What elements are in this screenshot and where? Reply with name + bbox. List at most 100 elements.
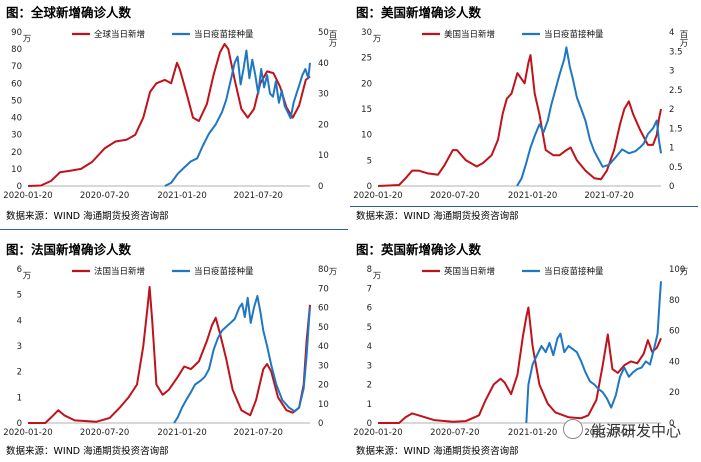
y-right-tick-label: 20: [669, 388, 680, 398]
legend-label: 当日疫苗接种量: [544, 266, 604, 277]
y-right-tick-label: 80: [318, 265, 329, 275]
y-left-tick-label: 3: [367, 361, 372, 371]
y-right-tick-label: 30: [318, 90, 329, 100]
y-right-tick-label: 60: [318, 304, 329, 314]
y-left-unit: 万: [371, 34, 381, 43]
y-right-tick-label: 0: [669, 419, 674, 429]
y-left-tick-label: 30: [361, 28, 372, 38]
y-left-tick-label: 6: [367, 304, 372, 314]
series-line-blue: [164, 49, 311, 187]
chart-title: 图：全球新增确诊人数: [6, 5, 132, 20]
y-left-tick-label: 1: [367, 400, 372, 410]
y-right-tick-label: 10: [318, 400, 329, 410]
x-tick-label: 2021-07-20: [234, 191, 283, 201]
y-right-tick-label: 20: [318, 381, 329, 391]
divider: [0, 229, 348, 230]
y-left-tick-label: 10: [361, 131, 372, 141]
source-note: 数据来源：WIND 海通期货投资咨询部: [356, 211, 519, 222]
x-tick-label: 2021-01-20: [157, 428, 206, 438]
y-right-tick-label: 1.5: [669, 124, 683, 134]
x-tick-label: 2021-01-20: [157, 191, 206, 201]
x-tick-label: 2020-01-20: [3, 191, 52, 201]
watermark: 能源研发中心: [590, 422, 681, 440]
y-left-tick-label: 40: [11, 114, 22, 124]
y-left-tick-label: 0: [367, 419, 372, 429]
y-right-tick-label: 40: [318, 342, 329, 352]
y-right-tick-label: 0.5: [669, 163, 683, 173]
y-right-tick-label: 3: [669, 67, 674, 77]
x-tick-label: 2021-07-20: [584, 428, 633, 438]
y-left-tick-label: 5: [367, 156, 372, 166]
y-left-tick-label: 3: [17, 342, 22, 352]
y-left-unit: 万: [21, 34, 31, 43]
y-right-tick-label: 50: [318, 28, 329, 38]
y-left-tick-label: 20: [11, 148, 22, 158]
y-right-tick-label: 2: [669, 105, 674, 115]
y-right-tick-label: 0: [318, 419, 323, 429]
y-right-tick-label: 10: [318, 151, 329, 161]
series-line-red: [28, 286, 311, 424]
y-right-tick-label: 50: [318, 323, 329, 333]
y-left-tick-label: 25: [361, 54, 372, 64]
x-tick-label: 2020-07-20: [430, 191, 479, 201]
y-right-tick-label: 4: [669, 28, 674, 38]
y-left-tick-label: 2: [17, 368, 22, 378]
legend-label: 当日疫苗接种量: [194, 29, 254, 40]
y-right-tick-label: 40: [669, 357, 680, 367]
legend-label: 全球当日新增: [94, 29, 145, 40]
y-left-tick-label: 5: [17, 291, 22, 301]
x-tick-label: 2021-07-20: [234, 428, 283, 438]
legend-label: 法国当日新增: [94, 266, 145, 277]
legend-label: 当日疫苗接种量: [544, 29, 604, 40]
y-right-tick-label: 40: [318, 59, 329, 69]
legend-label: 美国当日新增: [444, 29, 495, 40]
source-note: 数据来源：WIND 海通期货投资咨询部: [356, 446, 519, 457]
y-left-tick-label: 90: [11, 28, 22, 38]
series-line-red: [377, 54, 662, 187]
chart-title: 图：法国新增确诊人数: [6, 242, 132, 257]
y-left-tick-label: 6: [17, 265, 22, 275]
source-note: 数据来源：WIND 海通期货投资咨询部: [6, 446, 169, 457]
y-left-unit: 万: [21, 271, 31, 280]
y-left-tick-label: 0: [17, 182, 22, 192]
y-right-tick-label: 60: [669, 327, 680, 337]
chart-svg: 0 10 20 30 40 50 60 70 80 90 0 10 20 30 40 50 2020-01-20…: [3, 28, 337, 201]
y-right-unit: 百万: [327, 30, 337, 48]
y-left-tick-label: 15: [361, 105, 372, 115]
y-right-tick-label: 0: [669, 182, 674, 192]
y-right-tick-label: 30: [318, 361, 329, 371]
chart-global: 0 10 20 30 40 50 60 70 80 90 0 10 20 30 40 50 2020-01-20…: [0, 18, 350, 204]
series-line-blue: [173, 295, 311, 424]
y-left-unit: 万: [371, 271, 381, 280]
y-left-tick-label: 10: [11, 165, 22, 175]
legend-label: 英国当日新增: [444, 266, 495, 277]
series-line-blue: [525, 281, 662, 424]
y-left-tick-label: 70: [11, 62, 22, 72]
y-left-tick-label: 50: [11, 96, 22, 106]
chart-france: 0 1 2 3 4 5 6 0 10 20 30 40 50 60 70 80 2020-01-20 2020-0…: [0, 255, 350, 441]
y-right-unit: 百万: [678, 30, 688, 48]
y-left-tick-label: 30: [11, 131, 22, 141]
chart-title: 图：英国新增确诊人数: [356, 242, 482, 257]
x-tick-label: 2020-07-20: [80, 428, 129, 438]
x-tick-label: 2020-01-20: [353, 428, 402, 438]
chart-usa: 0 5 10 15 20 25 30 0 0.5 1 1.5 2 2.5 3 3.5 4 2020-01-20 2…: [350, 18, 701, 204]
y-left-tick-label: 2: [367, 381, 372, 391]
chart-uk: 0 1 2 3 4 5 6 7 8 0 20 40 60 80 100 2020-01-20 2020-07-2…: [350, 255, 701, 441]
y-left-tick-label: 5: [367, 323, 372, 333]
y-right-unit: 万: [678, 267, 688, 276]
x-tick-label: 2020-07-20: [80, 191, 129, 201]
x-tick-label: 2020-01-20: [3, 428, 52, 438]
y-right-unit: 万: [327, 267, 337, 276]
series-line-blue: [516, 46, 662, 187]
y-right-tick-label: 0: [318, 182, 323, 192]
y-left-tick-label: 80: [11, 45, 22, 55]
panel-global: 图：全球新增确诊人数 0 10 20 30 40 50 60 70 80 90 0 10 20 30 40 5…: [0, 0, 350, 231]
chart-title: 图：美国新增确诊人数: [356, 5, 482, 20]
x-tick-label: 2020-07-20: [430, 428, 479, 438]
chart-svg: 0 5 10 15 20 25 30 0 0.5 1 1.5 2 2.5 3 3.5 4 2020-01-20 2…: [353, 28, 688, 201]
y-right-tick-label: 80: [669, 296, 680, 306]
y-left-tick-label: 4: [17, 316, 22, 326]
